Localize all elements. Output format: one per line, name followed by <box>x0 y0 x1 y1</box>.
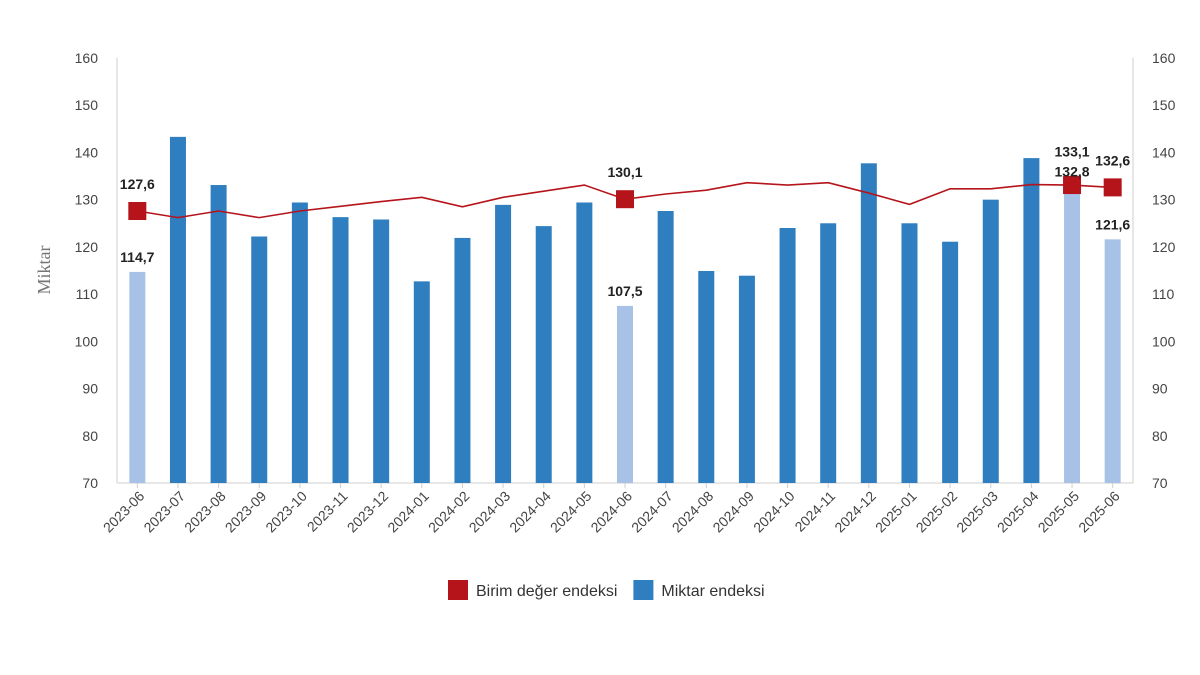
bar-2025-02 <box>942 241 959 483</box>
y-tick-label-right: 110 <box>1152 286 1175 302</box>
y-tick-label-right: 100 <box>1152 333 1176 349</box>
bar-2024-08 <box>698 270 715 483</box>
line-data-label: 127,6 <box>120 176 155 192</box>
data-labels: 114,7 107,5 132,8 121,6 127,6 130,1 133,1 132,6 <box>120 143 1131 298</box>
x-tick-label: 2024-09 <box>709 488 757 536</box>
bar-2024-02 <box>454 237 471 483</box>
legend-swatch <box>633 580 654 600</box>
bar-2025-05 <box>1064 186 1081 483</box>
x-tick-label: 2024-12 <box>831 488 879 536</box>
bar-2024-04 <box>535 226 552 483</box>
x-tick-label: 2024-01 <box>384 488 432 536</box>
y-tick-label-left: 160 <box>75 50 99 66</box>
y-tick-label-left: 120 <box>75 239 99 255</box>
bar-2024-03 <box>495 204 512 483</box>
bar-series-miktar <box>129 136 1121 484</box>
y-tick-label-left: 150 <box>75 97 99 113</box>
bar-2024-09 <box>738 275 755 483</box>
bar-data-label: 132,8 <box>1055 163 1090 179</box>
legend-label: Miktar endeksi <box>661 583 764 600</box>
y-tick-label-right: 150 <box>1152 97 1176 113</box>
x-tick-label: 2024-02 <box>425 488 473 536</box>
bar-2024-12 <box>860 163 877 484</box>
line-data-label: 132,6 <box>1095 152 1130 168</box>
x-tick-label: 2025-04 <box>994 488 1042 536</box>
legend: Birim değer endeksi Miktar endeksi <box>448 580 765 600</box>
bar-2023-11 <box>332 217 349 483</box>
x-tick-label: 2023-08 <box>181 488 229 536</box>
bar-2024-06 <box>617 305 633 483</box>
y-tick-label-left: 90 <box>82 381 98 397</box>
x-tick-label: 2023-12 <box>344 488 392 536</box>
y-tick-label-left: 100 <box>75 333 99 349</box>
x-tick-label: 2023-06 <box>100 488 148 536</box>
x-tick-label: 2024-11 <box>791 488 838 535</box>
bar-2023-12 <box>373 219 390 483</box>
x-tick-label: 2023-09 <box>222 488 270 536</box>
y-tick-label-right: 120 <box>1152 239 1176 255</box>
bar-2025-06 <box>1104 239 1121 483</box>
line-data-label: 130,1 <box>607 164 642 180</box>
bar-2024-10 <box>779 228 796 483</box>
x-tick-label: 2024-10 <box>750 488 798 536</box>
bar-2024-07 <box>657 211 674 483</box>
y-tick-label-left: 110 <box>76 286 99 302</box>
y-tick-label-left: 140 <box>75 144 99 160</box>
x-tick-label: 2025-06 <box>1075 488 1123 536</box>
x-tick-label: 2025-03 <box>953 488 1001 536</box>
y-tick-label-left: 80 <box>82 428 98 444</box>
y-axis-title: Miktar <box>34 246 54 295</box>
bar-2024-01 <box>413 281 430 483</box>
legend-swatch <box>448 580 468 600</box>
x-tick-label: 2024-06 <box>587 488 635 536</box>
bar-2024-05 <box>576 202 593 483</box>
line-marker-2025-06 <box>1103 178 1122 197</box>
y-tick-label-left: 70 <box>82 475 98 491</box>
y-tick-label-right: 90 <box>1152 381 1168 397</box>
y-tick-label-left: 130 <box>75 192 99 208</box>
bar-2023-09 <box>251 236 268 483</box>
y-tick-label-right: 130 <box>1152 192 1176 208</box>
x-tick-label: 2025-01 <box>872 488 920 536</box>
bar-data-label: 114,7 <box>120 249 154 265</box>
bar-data-label: 107,5 <box>607 283 642 299</box>
x-tick-label: 2024-05 <box>547 488 595 536</box>
y-tick-label-right: 80 <box>1152 428 1168 444</box>
legend-label: Birim değer endeksi <box>476 583 617 600</box>
x-tick-label: 2024-08 <box>669 488 717 536</box>
line-data-label: 133,1 <box>1055 143 1090 159</box>
x-tick-label: 2024-03 <box>466 488 514 536</box>
x-tick-label: 2025-05 <box>1035 488 1083 536</box>
bar-2023-10 <box>291 202 308 483</box>
bar-2024-11 <box>820 223 837 483</box>
y-tick-label-right: 140 <box>1152 144 1176 160</box>
x-tick-label: 2023-07 <box>140 488 188 536</box>
line-marker-2024-06 <box>616 190 634 209</box>
bar-2023-06 <box>129 271 146 483</box>
x-tick-label: 2024-07 <box>628 488 676 536</box>
y-tick-label-right: 160 <box>1152 50 1176 66</box>
x-tick-label: 2023-10 <box>262 488 310 536</box>
line-marker-2023-06 <box>128 202 147 220</box>
bar-2023-07 <box>169 136 186 483</box>
y-tick-label-right: 70 <box>1152 475 1168 491</box>
x-tick-label: 2025-02 <box>913 488 961 536</box>
bar-2025-03 <box>982 199 999 483</box>
bar-2025-01 <box>901 223 918 483</box>
line-marker-2025-05 <box>1063 176 1082 195</box>
bar-2025-04 <box>1023 158 1040 483</box>
line-series-birim-deger <box>128 176 1122 220</box>
x-tick-label: 2024-04 <box>506 488 554 536</box>
bar-2023-08 <box>210 185 227 483</box>
x-tick-label: 2023-11 <box>304 488 351 535</box>
bar-data-label: 121,6 <box>1095 216 1130 232</box>
